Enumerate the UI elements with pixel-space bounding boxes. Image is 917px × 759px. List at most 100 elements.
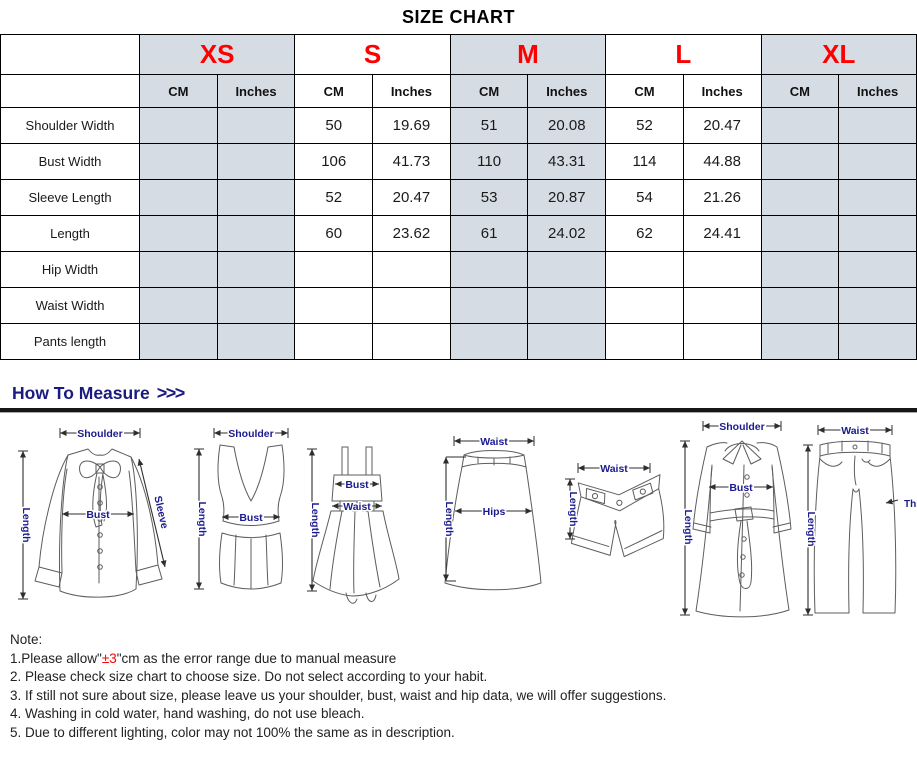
cell xyxy=(838,323,917,360)
notes-heading: Note: xyxy=(10,632,43,647)
note-item-5: 5. Due to different lighting, color may … xyxy=(10,724,455,740)
cell xyxy=(294,323,374,360)
size-header-s: S xyxy=(294,34,451,75)
measure-figures: Shoulder Length Bust Sleeve Shoulder Len… xyxy=(0,413,917,625)
measure-label-waist: Waist xyxy=(343,501,371,513)
measure-label-length: Length xyxy=(567,492,579,527)
cell xyxy=(682,323,762,360)
cell xyxy=(372,323,451,360)
figure-tank-top: Shoulder Length Bust xyxy=(194,427,289,590)
cell: 20.47 xyxy=(682,107,762,144)
unit-header: Inches xyxy=(838,74,917,108)
cell xyxy=(838,251,917,288)
unit-header: CM xyxy=(139,74,218,108)
cell: 24.02 xyxy=(527,215,607,252)
note-item-2: 2. Please check size chart to choose siz… xyxy=(10,669,488,685)
cell xyxy=(139,323,218,360)
how-to-measure-label: How To Measure xyxy=(12,383,150,403)
size-chart-table: XS S M L XL CM Inches CM Inches CM Inche… xyxy=(0,34,917,360)
cell xyxy=(139,143,218,180)
cell: 20.87 xyxy=(527,179,607,216)
cell: 20.08 xyxy=(527,107,607,144)
measure-label-bust: Bust xyxy=(345,479,369,491)
cell xyxy=(527,251,607,288)
table-row: Shoulder Width 50 19.69 51 20.08 52 20.4… xyxy=(0,107,917,144)
row-label: Bust Width xyxy=(0,143,140,180)
table-row: Bust Width 106 41.73 110 43.31 114 44.88 xyxy=(0,143,917,180)
cell xyxy=(216,179,296,216)
measure-label-shoulder: Shoulder xyxy=(719,421,765,433)
table-row: Hip Width xyxy=(0,251,917,288)
cell xyxy=(139,251,218,288)
coat-drawing xyxy=(692,440,792,618)
measure-label-shoulder: Shoulder xyxy=(228,428,274,440)
unit-header: Inches xyxy=(216,74,296,108)
cell: 51 xyxy=(449,107,529,144)
cell xyxy=(760,323,840,360)
how-to-measure-heading: How To Measure >>> xyxy=(12,383,917,404)
cell: 52 xyxy=(294,179,374,216)
cell xyxy=(449,323,529,360)
row-label: Sleeve Length xyxy=(0,179,140,216)
row-label: Hip Width xyxy=(0,251,140,288)
measure-label-length: Length xyxy=(309,503,321,538)
cell: 62 xyxy=(605,215,684,252)
size-header-row: XS S M L XL xyxy=(0,34,917,75)
cell xyxy=(216,107,296,144)
table-row: Sleeve Length 52 20.47 53 20.87 54 21.26 xyxy=(0,179,917,216)
note1-suffix: "cm as the error range due to manual mea… xyxy=(116,650,397,666)
note-item-4: 4. Washing in cold water, hand washing, … xyxy=(10,706,365,722)
measure-label-sleeve: Sleeve xyxy=(151,495,170,530)
unit-header: Inches xyxy=(682,74,762,108)
skirt-drawing xyxy=(444,450,542,591)
size-header-m: M xyxy=(449,34,607,75)
cell xyxy=(216,143,296,180)
cell xyxy=(838,215,917,252)
cell xyxy=(294,251,374,288)
cell xyxy=(682,251,762,288)
figure-dress: Length Bust Waist xyxy=(307,446,400,604)
measure-label-shoulder: Shoulder xyxy=(77,428,123,440)
cell: 106 xyxy=(294,143,374,180)
cell: 23.62 xyxy=(372,215,451,252)
note-item-1: 1.Please allow"±3"cm as the error range … xyxy=(10,650,917,669)
measure-label-bust: Bust xyxy=(86,509,110,521)
chevrons-icon: >>> xyxy=(156,383,186,403)
cell xyxy=(216,215,296,252)
cell: 61 xyxy=(449,215,529,252)
size-header-l: L xyxy=(605,34,762,75)
table-row: Length 60 23.62 61 24.02 62 24.41 xyxy=(0,215,917,252)
unit-header: CM xyxy=(760,74,840,108)
note1-prefix: 1.Please allow" xyxy=(10,650,102,666)
cell xyxy=(527,287,607,324)
measure-label-waist: Waist xyxy=(841,425,869,437)
table-row: Pants length xyxy=(0,323,917,360)
measure-label-length: Length xyxy=(805,512,817,547)
row-label: Pants length xyxy=(0,323,140,360)
cell xyxy=(139,215,218,252)
row-label: Waist Width xyxy=(0,287,140,324)
cell xyxy=(216,323,296,360)
cell xyxy=(760,215,840,252)
cell xyxy=(216,251,296,288)
corner-cell xyxy=(0,74,140,108)
cell xyxy=(760,143,840,180)
cell: 52 xyxy=(605,107,684,144)
note1-tolerance: ±3 xyxy=(101,650,117,666)
row-label: Shoulder Width xyxy=(0,107,140,144)
notes-section: Note: 1.Please allow"±3"cm as the error … xyxy=(10,631,917,743)
cell: 20.47 xyxy=(372,179,451,216)
cell: 44.88 xyxy=(682,143,762,180)
corner-cell xyxy=(0,34,140,75)
figure-pants: Waist Length Thigh xyxy=(803,424,917,616)
figure-blouse: Shoulder Length Bust Sleeve xyxy=(18,427,172,600)
figure-coat: Shoulder Length Bust xyxy=(680,420,792,618)
cell xyxy=(372,287,451,324)
measure-label-waist: Waist xyxy=(600,463,628,475)
cell xyxy=(372,251,451,288)
cell xyxy=(605,323,684,360)
cell: 21.26 xyxy=(682,179,762,216)
cell xyxy=(760,287,840,324)
cell: 54 xyxy=(605,179,684,216)
page-title: SIZE CHART xyxy=(402,7,515,27)
